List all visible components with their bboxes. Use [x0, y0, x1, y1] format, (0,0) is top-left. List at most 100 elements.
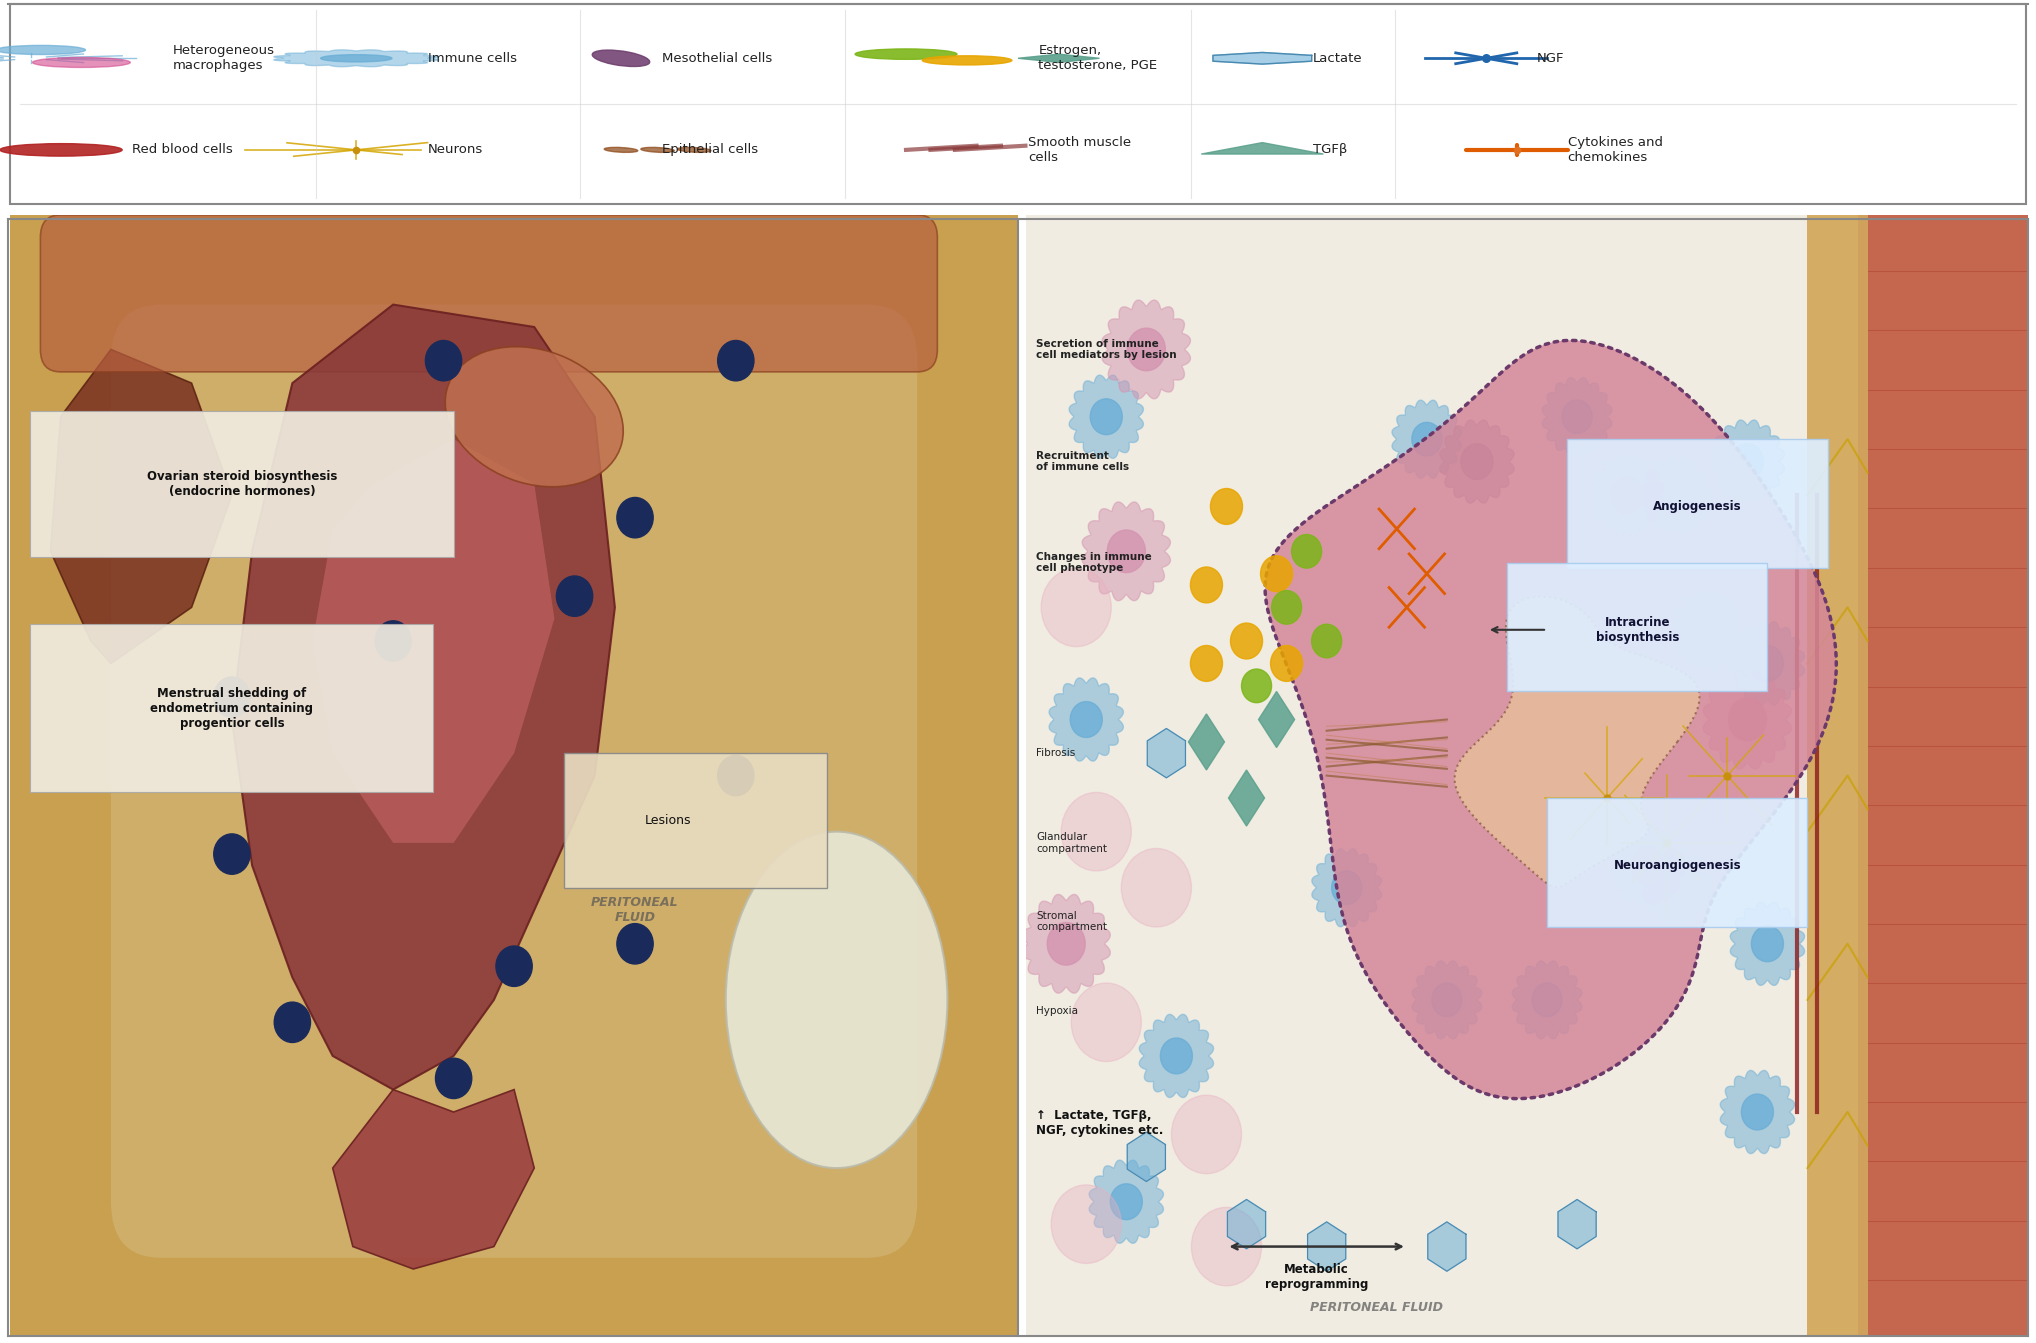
Circle shape — [277, 1005, 309, 1041]
Circle shape — [1531, 983, 1562, 1017]
Circle shape — [1051, 1185, 1122, 1264]
Text: Smooth muscle
cells: Smooth muscle cells — [1028, 136, 1132, 164]
Circle shape — [617, 924, 654, 964]
FancyBboxPatch shape — [1026, 215, 2028, 1336]
Polygon shape — [1213, 52, 1311, 64]
Circle shape — [216, 837, 248, 872]
Circle shape — [1089, 399, 1122, 435]
Text: Heterogeneous
macrophages: Heterogeneous macrophages — [173, 44, 275, 73]
Point — [1501, 140, 1533, 161]
Polygon shape — [1558, 1199, 1596, 1249]
Circle shape — [1071, 701, 1101, 737]
Ellipse shape — [641, 148, 674, 152]
Polygon shape — [1140, 1014, 1213, 1097]
Text: Angiogenesis: Angiogenesis — [1653, 500, 1741, 513]
Text: Stromal
compartment: Stromal compartment — [1036, 911, 1108, 932]
Polygon shape — [314, 439, 554, 843]
Polygon shape — [51, 349, 232, 663]
Circle shape — [558, 579, 590, 614]
Circle shape — [436, 1058, 472, 1099]
Text: TGFβ: TGFβ — [1313, 144, 1348, 156]
Point — [1710, 764, 1743, 786]
FancyBboxPatch shape — [110, 305, 916, 1258]
Text: Estrogen,
testosterone, PGE: Estrogen, testosterone, PGE — [1038, 44, 1158, 73]
Circle shape — [320, 55, 391, 62]
Circle shape — [719, 342, 751, 379]
Polygon shape — [1590, 454, 1663, 537]
FancyBboxPatch shape — [31, 624, 434, 792]
Circle shape — [216, 680, 248, 714]
Polygon shape — [1311, 849, 1382, 927]
Circle shape — [1692, 612, 1722, 646]
Circle shape — [1108, 530, 1146, 572]
Polygon shape — [1672, 591, 1743, 669]
FancyBboxPatch shape — [1547, 798, 1808, 927]
Circle shape — [1061, 792, 1132, 870]
Circle shape — [214, 677, 250, 717]
Polygon shape — [1808, 215, 1867, 1336]
Circle shape — [1729, 698, 1767, 741]
Circle shape — [1291, 535, 1321, 568]
Text: Secretion of immune
cell mediators by lesion: Secretion of immune cell mediators by le… — [1036, 338, 1177, 360]
Circle shape — [1242, 669, 1272, 702]
Text: Lesions: Lesions — [645, 814, 692, 827]
FancyBboxPatch shape — [1507, 563, 1767, 692]
Circle shape — [497, 945, 531, 986]
Circle shape — [0, 46, 86, 55]
Text: Hypoxia: Hypoxia — [1036, 1006, 1079, 1017]
Circle shape — [922, 56, 1012, 64]
Polygon shape — [1413, 960, 1482, 1039]
Text: Mesothelial cells: Mesothelial cells — [662, 52, 772, 64]
Text: NGF: NGF — [1537, 52, 1566, 64]
Circle shape — [1462, 443, 1492, 479]
Polygon shape — [1264, 340, 1836, 1099]
Circle shape — [0, 144, 122, 156]
Circle shape — [1110, 1183, 1142, 1219]
Circle shape — [619, 925, 652, 962]
Point — [340, 140, 373, 161]
FancyBboxPatch shape — [10, 4, 2026, 204]
Polygon shape — [1307, 1222, 1346, 1272]
Polygon shape — [1189, 714, 1224, 770]
Ellipse shape — [605, 148, 637, 152]
Circle shape — [214, 834, 250, 874]
FancyBboxPatch shape — [31, 411, 454, 557]
Circle shape — [1122, 849, 1191, 927]
Point — [1470, 47, 1503, 68]
Circle shape — [1332, 870, 1362, 905]
Circle shape — [1631, 847, 1663, 884]
Circle shape — [1161, 1038, 1193, 1074]
Point — [1651, 833, 1684, 854]
FancyBboxPatch shape — [1857, 215, 2028, 1336]
Circle shape — [1661, 478, 1692, 512]
Ellipse shape — [725, 831, 947, 1168]
Circle shape — [1751, 646, 1784, 681]
Polygon shape — [1101, 299, 1191, 399]
Circle shape — [1171, 1095, 1242, 1174]
Polygon shape — [1083, 502, 1171, 600]
Polygon shape — [1228, 1199, 1266, 1249]
Point — [1590, 787, 1623, 808]
Polygon shape — [1022, 894, 1110, 994]
Circle shape — [1562, 400, 1592, 434]
Text: Fibrosis: Fibrosis — [1036, 748, 1075, 759]
Circle shape — [1191, 567, 1222, 603]
Text: Red blood cells: Red blood cells — [132, 144, 232, 156]
Circle shape — [717, 341, 753, 381]
Text: Ovarian steroid biosynthesis
(endocrine hormones): Ovarian steroid biosynthesis (endocrine … — [147, 470, 338, 498]
Circle shape — [1071, 983, 1142, 1061]
Circle shape — [1230, 623, 1262, 659]
Circle shape — [377, 623, 409, 659]
FancyBboxPatch shape — [41, 215, 937, 372]
Circle shape — [855, 48, 957, 59]
Text: Epithelial cells: Epithelial cells — [662, 144, 757, 156]
Text: Changes in immune
cell phenotype: Changes in immune cell phenotype — [1036, 552, 1152, 573]
Polygon shape — [1393, 400, 1462, 478]
Circle shape — [719, 757, 751, 794]
Polygon shape — [1541, 377, 1613, 455]
Polygon shape — [1018, 54, 1099, 62]
Circle shape — [1047, 923, 1085, 966]
Polygon shape — [1643, 849, 1712, 927]
Text: PERITONEAL
FLUID: PERITONEAL FLUID — [590, 896, 678, 924]
Polygon shape — [332, 1089, 533, 1269]
